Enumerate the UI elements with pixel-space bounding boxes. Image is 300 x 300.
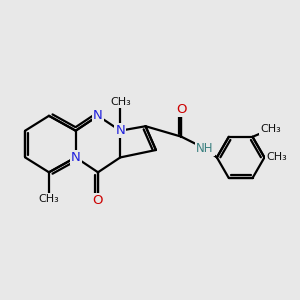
Text: NH: NH [196, 142, 214, 155]
Text: O: O [93, 194, 103, 207]
Text: CH₃: CH₃ [260, 124, 281, 134]
Text: O: O [176, 103, 187, 116]
Text: CH₃: CH₃ [266, 152, 287, 162]
Text: N: N [93, 109, 103, 122]
Text: N: N [71, 151, 81, 164]
Text: N: N [116, 124, 125, 137]
Text: CH₃: CH₃ [110, 98, 131, 107]
Text: CH₃: CH₃ [39, 194, 59, 204]
